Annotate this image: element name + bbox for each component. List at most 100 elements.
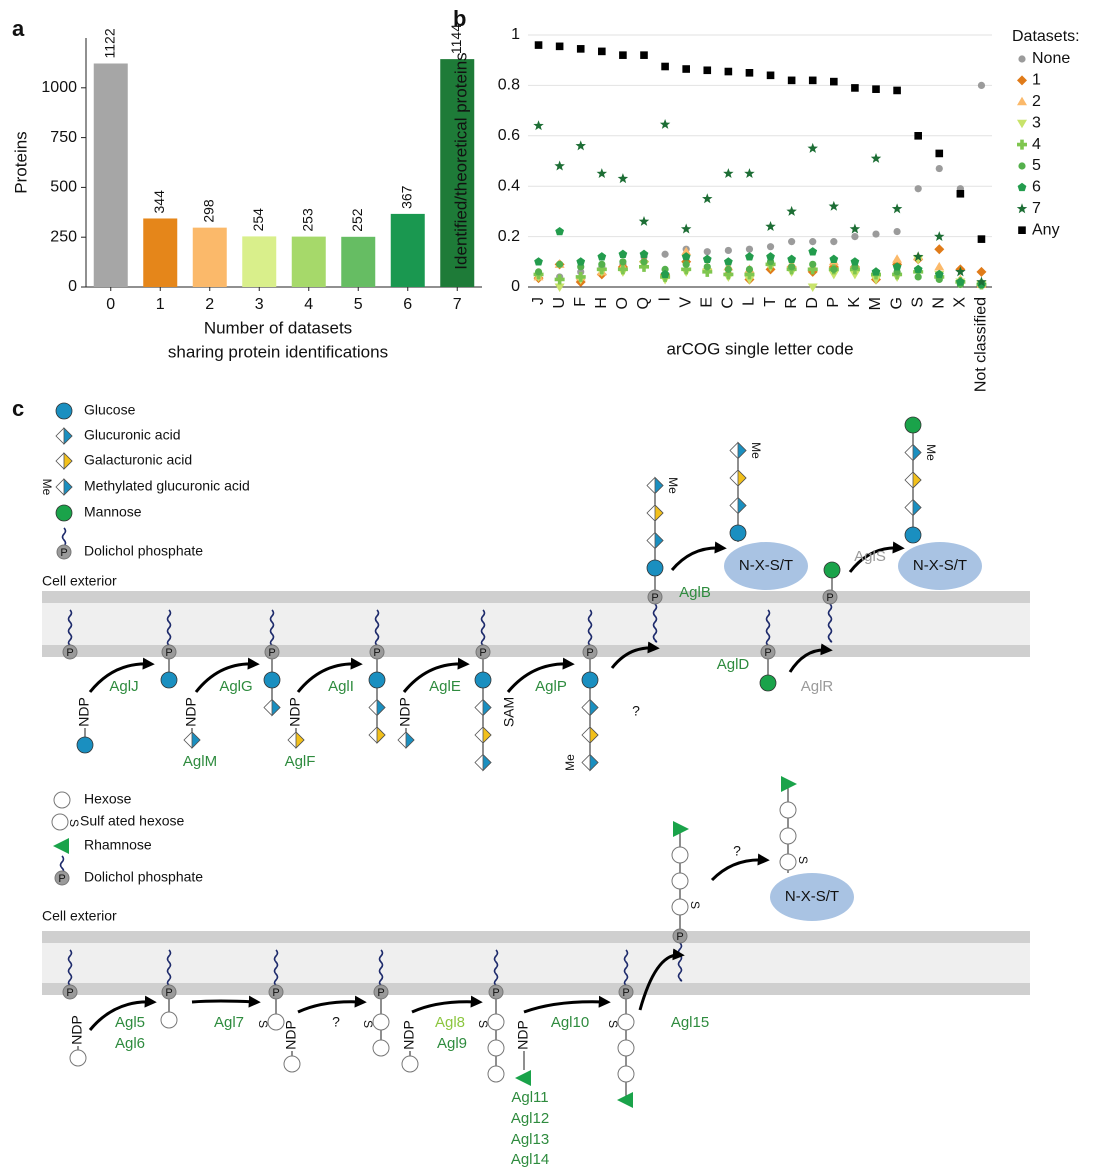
data-point — [617, 264, 628, 275]
data-point — [809, 260, 817, 268]
hexose — [401, 1055, 419, 1073]
enzyme-label: AglM — [183, 753, 217, 770]
phosphate — [161, 644, 177, 660]
phosphate-label: P — [66, 647, 73, 659]
bar — [291, 236, 326, 287]
enzyme-label: Agl6 — [115, 1035, 145, 1052]
donor-label: NDP — [515, 1020, 531, 1050]
hexose — [617, 1039, 635, 1057]
arrow — [788, 643, 833, 673]
dolichol — [652, 603, 658, 643]
phosphate-label: P — [373, 647, 380, 659]
sulfate-label: S — [256, 1020, 270, 1028]
data-point — [935, 149, 944, 158]
x-tick-label: S — [909, 297, 926, 308]
sulfate-label: S — [688, 901, 702, 909]
data-point — [872, 230, 880, 238]
data-point — [935, 164, 943, 173]
data-point — [786, 205, 797, 216]
hexose — [372, 1039, 390, 1057]
dolichol — [587, 609, 593, 646]
phosphate-label: P — [165, 647, 172, 659]
data-point — [703, 66, 712, 75]
arrow — [710, 853, 770, 882]
data-point — [554, 283, 565, 292]
y-tick-label: 500 — [50, 179, 77, 196]
hexose — [267, 1013, 285, 1031]
x-tick-label: P — [825, 297, 842, 308]
data-point — [892, 254, 903, 263]
rhamnose — [515, 1070, 531, 1086]
methyl-label: Me — [749, 442, 763, 459]
enzyme-label: AglR — [801, 678, 834, 695]
arrow — [523, 995, 611, 1014]
data-point — [788, 263, 796, 271]
x-tick-label: 5 — [354, 296, 363, 313]
dolichol — [623, 949, 629, 986]
membrane-leaflet — [42, 931, 1030, 943]
legend-label: Glucuronic acid — [84, 427, 181, 443]
phosphate — [822, 589, 838, 605]
data-point — [808, 76, 817, 85]
data-point — [870, 152, 882, 163]
x-tick-label: O — [614, 297, 631, 309]
data-point — [554, 160, 565, 171]
data-point — [745, 69, 754, 77]
enzyme-label: Agl12 — [511, 1110, 549, 1127]
x-tick-label: X — [952, 297, 969, 308]
phosphate — [56, 544, 72, 560]
phosphate — [369, 644, 385, 660]
arrow — [402, 657, 470, 693]
mannose — [904, 416, 922, 434]
y-axis-title: Identified/theoretical proteins — [451, 52, 470, 269]
data-point — [745, 245, 754, 253]
legend-label: Any — [1032, 221, 1060, 238]
phosphate-label: P — [272, 987, 279, 999]
dolichol — [827, 603, 833, 643]
glucose — [160, 671, 178, 689]
data-point — [829, 254, 839, 264]
data-point — [575, 271, 586, 282]
phosphate-label: P — [764, 647, 771, 659]
membrane-leaflet — [42, 983, 1030, 995]
data-point — [639, 249, 649, 258]
data-point — [766, 243, 775, 251]
phosphate-label: P — [676, 931, 683, 943]
data-point — [914, 185, 922, 193]
x-tick-label: H — [593, 297, 610, 309]
glucose — [646, 559, 664, 577]
uronic-acid-half — [737, 469, 747, 487]
x-tick-label: M — [867, 297, 884, 310]
dolichol — [166, 949, 172, 986]
data-point — [849, 223, 861, 234]
hexose — [671, 898, 689, 916]
phosphate-label: P — [58, 873, 65, 885]
data-point — [554, 274, 565, 285]
legend-label: Sulf ated hexose — [80, 813, 185, 829]
enzyme-label: AglD — [717, 656, 750, 673]
arrow — [506, 657, 575, 693]
uronic-acid-half — [737, 441, 747, 460]
data-point — [682, 260, 690, 268]
x-tick-label: L — [741, 297, 758, 306]
enzyme-label: Agl7 — [214, 1014, 244, 1031]
uronic-acid-half — [737, 496, 747, 515]
data-point — [891, 203, 903, 214]
glycoprotein — [770, 873, 854, 921]
phosphate-label: P — [377, 987, 384, 999]
data-point — [724, 246, 732, 255]
data-point — [555, 226, 565, 236]
dolichol — [67, 609, 73, 646]
arrow — [411, 995, 483, 1014]
y-tick-label: 0 — [511, 278, 520, 295]
hexose — [51, 813, 69, 831]
arrow — [670, 541, 727, 571]
phosphate-label: P — [479, 647, 486, 659]
y-tick-label: 250 — [50, 228, 77, 245]
phosphate — [268, 984, 284, 1000]
data-point — [680, 223, 692, 234]
cell-exterior: Cell exterior — [42, 908, 117, 924]
legend-label: Rhamnose — [84, 837, 152, 853]
legend-label: 2 — [1032, 93, 1041, 110]
